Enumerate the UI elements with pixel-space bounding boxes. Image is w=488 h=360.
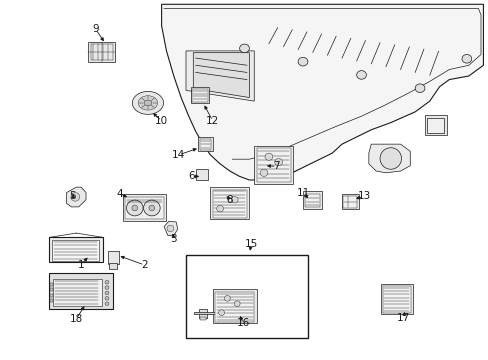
Bar [109,263,117,269]
Ellipse shape [71,193,80,201]
Ellipse shape [379,148,401,169]
Ellipse shape [218,310,224,316]
Text: 17: 17 [396,313,409,323]
Bar [256,148,290,182]
Text: 18: 18 [69,314,83,324]
Text: 9: 9 [92,24,99,35]
Ellipse shape [105,291,109,295]
Bar [192,89,207,102]
Bar [199,309,206,318]
Ellipse shape [356,71,366,79]
Text: 4: 4 [117,189,123,199]
Bar [50,288,53,291]
Ellipse shape [216,206,223,212]
Bar [50,283,53,286]
Text: 2: 2 [141,260,147,270]
Ellipse shape [264,153,272,160]
Bar [49,273,113,309]
Ellipse shape [105,286,109,289]
Ellipse shape [132,91,163,114]
Bar [88,42,115,62]
Bar [53,279,102,306]
Ellipse shape [105,302,109,306]
Bar [199,139,211,150]
Text: 6: 6 [188,171,194,181]
Ellipse shape [149,205,155,211]
Bar [382,286,410,313]
Text: 3: 3 [170,234,177,244]
Bar [91,44,113,60]
Bar [50,294,53,297]
Text: 15: 15 [244,239,258,249]
Polygon shape [66,187,86,207]
Ellipse shape [144,100,152,106]
Ellipse shape [260,169,267,176]
Polygon shape [193,53,249,98]
Bar [254,146,293,184]
Bar [341,194,358,209]
Ellipse shape [132,205,138,211]
Ellipse shape [234,301,240,307]
Bar [108,251,119,264]
Bar [49,237,103,262]
Bar [50,299,53,302]
Ellipse shape [126,200,143,216]
Bar [305,194,319,207]
Ellipse shape [105,280,109,284]
Bar [200,317,206,320]
Bar [185,255,307,338]
Text: 13: 13 [357,191,370,201]
Ellipse shape [138,96,158,110]
Ellipse shape [274,158,282,166]
Bar [303,192,321,209]
Bar [215,292,254,321]
Polygon shape [368,144,409,173]
Text: 11: 11 [296,188,309,198]
Text: 1: 1 [78,260,84,270]
Text: 10: 10 [155,116,168,126]
Bar [427,118,444,134]
Bar [52,240,99,261]
Bar [122,194,166,221]
Ellipse shape [224,296,230,301]
Ellipse shape [143,200,160,216]
Polygon shape [163,221,177,235]
Text: 16: 16 [236,319,250,328]
Bar [210,187,249,220]
Bar [190,87,209,103]
Ellipse shape [231,197,238,203]
Ellipse shape [166,225,173,231]
Bar [198,137,212,151]
Bar [125,197,163,220]
Polygon shape [185,51,254,101]
Ellipse shape [414,84,424,93]
Ellipse shape [298,57,307,66]
Text: 7: 7 [273,161,280,171]
Text: 12: 12 [206,116,219,126]
Bar [343,196,356,208]
Ellipse shape [239,44,249,53]
Polygon shape [161,4,483,180]
Text: 14: 14 [172,150,185,160]
Bar [424,116,446,135]
Bar [212,289,256,323]
Text: 8: 8 [226,195,233,205]
Bar [380,284,412,315]
Bar [195,169,207,180]
Text: 5: 5 [69,192,76,202]
Bar [212,190,246,218]
Ellipse shape [105,297,109,300]
Bar [194,312,216,315]
Ellipse shape [461,54,471,63]
